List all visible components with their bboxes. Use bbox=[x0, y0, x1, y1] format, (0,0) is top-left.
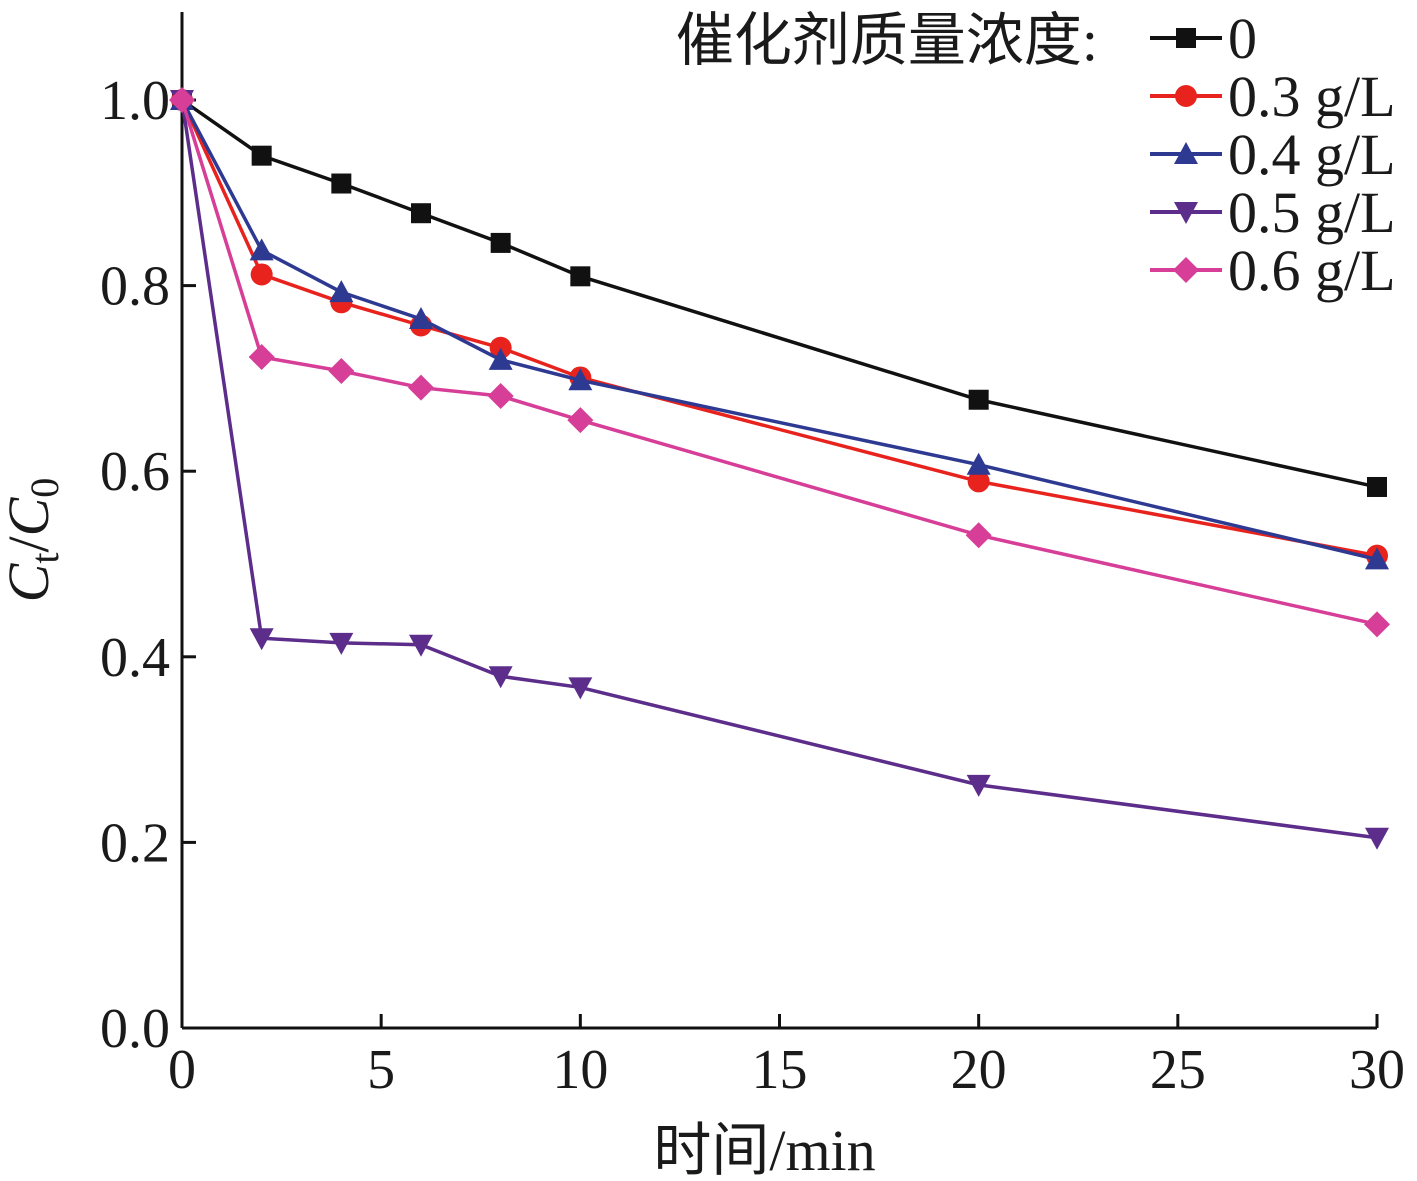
data-point bbox=[329, 632, 354, 655]
series-line bbox=[180, 99, 1378, 558]
data-point bbox=[409, 307, 433, 330]
y-tick-label: 0.2 bbox=[100, 812, 170, 874]
y-axis-title-sub-t: t bbox=[22, 553, 67, 564]
legend-marker bbox=[1176, 28, 1196, 48]
legend-item-0: 0 bbox=[1150, 6, 1257, 71]
y-axis-title-slash: / bbox=[0, 536, 61, 553]
y-tick-label: 1.0 bbox=[100, 70, 170, 132]
legend-title: 催化剂质量浓度: bbox=[676, 8, 1098, 73]
x-tick-label: 25 bbox=[1150, 1039, 1206, 1101]
legend-marker bbox=[1174, 202, 1198, 224]
data-point bbox=[248, 344, 275, 371]
data-point bbox=[488, 666, 513, 689]
legend-item-4: 0.6 g/L bbox=[1150, 238, 1396, 303]
data-point bbox=[329, 280, 354, 303]
legend-label: 0 bbox=[1228, 6, 1257, 71]
data-point bbox=[488, 347, 513, 370]
legend-label: 0.5 g/L bbox=[1228, 180, 1396, 245]
data-point bbox=[331, 173, 352, 194]
series-2 bbox=[170, 88, 1389, 570]
data-point bbox=[1365, 827, 1389, 850]
data-point bbox=[567, 407, 594, 434]
series-line bbox=[180, 98, 1378, 489]
data-point bbox=[411, 203, 431, 224]
legend-label: 0.4 g/L bbox=[1228, 122, 1396, 187]
data-point bbox=[967, 470, 990, 493]
y-axis-title-c2: C bbox=[0, 496, 61, 536]
data-point bbox=[1367, 476, 1387, 497]
data-point bbox=[1365, 547, 1389, 570]
series-0 bbox=[172, 90, 1387, 497]
legend: 催化剂质量浓度: 00.3 g/L0.4 g/L0.5 g/L0.6 g/L bbox=[676, 6, 1396, 303]
x-tick-label: 15 bbox=[752, 1039, 808, 1101]
series-3 bbox=[170, 90, 1389, 850]
x-tick-label: 5 bbox=[367, 1039, 395, 1101]
data-point bbox=[409, 634, 433, 657]
data-point bbox=[408, 374, 434, 401]
legend-item-1: 0.3 g/L bbox=[1150, 64, 1396, 129]
series-4 bbox=[169, 87, 1390, 638]
x-tick-label: 0 bbox=[168, 1039, 196, 1101]
data-point bbox=[966, 774, 991, 797]
y-tick-label: 0.0 bbox=[100, 998, 170, 1060]
y-axis-title: Ct/C0 bbox=[0, 478, 67, 603]
legend-label: 0.6 g/L bbox=[1228, 238, 1396, 303]
plot-area bbox=[169, 87, 1390, 850]
data-point bbox=[490, 232, 511, 253]
x-tick-label: 10 bbox=[552, 1039, 608, 1101]
data-point bbox=[1364, 611, 1390, 638]
x-tick-label: 20 bbox=[951, 1039, 1007, 1101]
x-axis-title: 时间/min bbox=[653, 1118, 875, 1181]
data-point bbox=[169, 87, 195, 113]
legend-marker bbox=[1175, 85, 1197, 107]
legend-item-3: 0.5 g/L bbox=[1150, 180, 1396, 245]
data-point bbox=[249, 628, 274, 651]
data-point bbox=[489, 336, 512, 359]
data-point bbox=[250, 263, 273, 286]
data-point bbox=[487, 383, 514, 410]
legend-label: 0.3 g/L bbox=[1228, 64, 1396, 129]
data-point bbox=[570, 266, 591, 287]
data-point bbox=[251, 145, 272, 166]
y-tick-label: 0.4 bbox=[100, 627, 170, 689]
legend-marker bbox=[1173, 257, 1199, 283]
axes: 0 5 10 15 20 25 30 0.0 0.2 0.4 0.6 0.8 1.0 bbox=[100, 12, 1405, 1101]
y-axis-title-sub-0: 0 bbox=[22, 478, 67, 498]
y-axis-title-c1: C bbox=[0, 562, 61, 602]
series-line bbox=[180, 99, 1378, 562]
legend-item-2: 0.4 g/L bbox=[1150, 122, 1396, 187]
data-point bbox=[568, 677, 593, 700]
series-1 bbox=[171, 89, 1388, 567]
data-point bbox=[568, 368, 593, 391]
series-line bbox=[180, 99, 1378, 840]
data-point bbox=[328, 357, 355, 384]
x-tick-label: 30 bbox=[1349, 1039, 1405, 1101]
y-tick-label: 0.6 bbox=[100, 441, 170, 503]
data-point bbox=[966, 452, 991, 475]
data-point bbox=[968, 389, 989, 410]
legend-marker bbox=[1174, 142, 1198, 164]
data-point bbox=[249, 238, 274, 261]
data-point bbox=[965, 522, 992, 549]
series-line bbox=[180, 99, 1378, 627]
y-tick-label: 0.8 bbox=[100, 256, 170, 318]
